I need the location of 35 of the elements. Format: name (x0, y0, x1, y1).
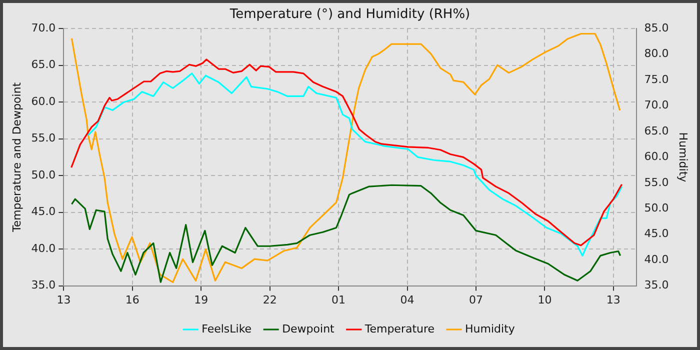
legend-label: Temperature (364, 322, 435, 336)
y-tick-label: 35.0 (31, 278, 56, 292)
y2-tick-label: 40.0 (644, 252, 669, 266)
legend-label: Humidity (465, 322, 516, 336)
y-tick-label: 40.0 (31, 242, 56, 255)
y2-axis-title: Humidity (676, 132, 690, 183)
y2-tick-label: 75.0 (644, 72, 669, 86)
y2-tick-label: 60.0 (644, 150, 669, 164)
y-tick-label: 55.0 (31, 132, 56, 145)
chart-title: Temperature (°) and Humidity (RH%) (228, 7, 470, 22)
y2-tick-label: 85.0 (644, 21, 669, 34)
x-tick-label: 10 (538, 293, 552, 306)
y-axis-title: Temperature and Dewpoint (10, 82, 24, 234)
y-tick-label: 65.0 (31, 58, 56, 72)
y-tick-label: 50.0 (31, 168, 56, 182)
x-tick-label: 04 (400, 293, 414, 306)
y2-tick-label: 70.0 (644, 98, 669, 112)
y-tick-label: 45.0 (31, 205, 56, 218)
x-tick-label: 01 (332, 293, 346, 306)
y2-tick-label: 80.0 (644, 47, 669, 60)
x-tick-label: 22 (262, 293, 277, 306)
x-tick-label: 19 (194, 293, 208, 306)
x-tick-label: 07 (468, 293, 483, 306)
y2-tick-label: 35.0 (644, 278, 669, 292)
legend-label: FeelsLike (202, 322, 252, 336)
y-tick-label: 60.0 (31, 94, 56, 108)
y2-tick-label: 55.0 (644, 176, 669, 189)
x-tick-label: 13 (56, 293, 71, 306)
y2-tick-label: 50.0 (644, 202, 669, 214)
y2-tick-label: 45.0 (644, 227, 669, 240)
y-tick-label: 70.0 (31, 21, 56, 34)
y2-tick-label: 65.0 (644, 124, 669, 138)
legend-label: Dewpoint (282, 322, 336, 336)
x-tick-label: 16 (125, 293, 140, 306)
x-tick-label: 13 (606, 293, 620, 306)
